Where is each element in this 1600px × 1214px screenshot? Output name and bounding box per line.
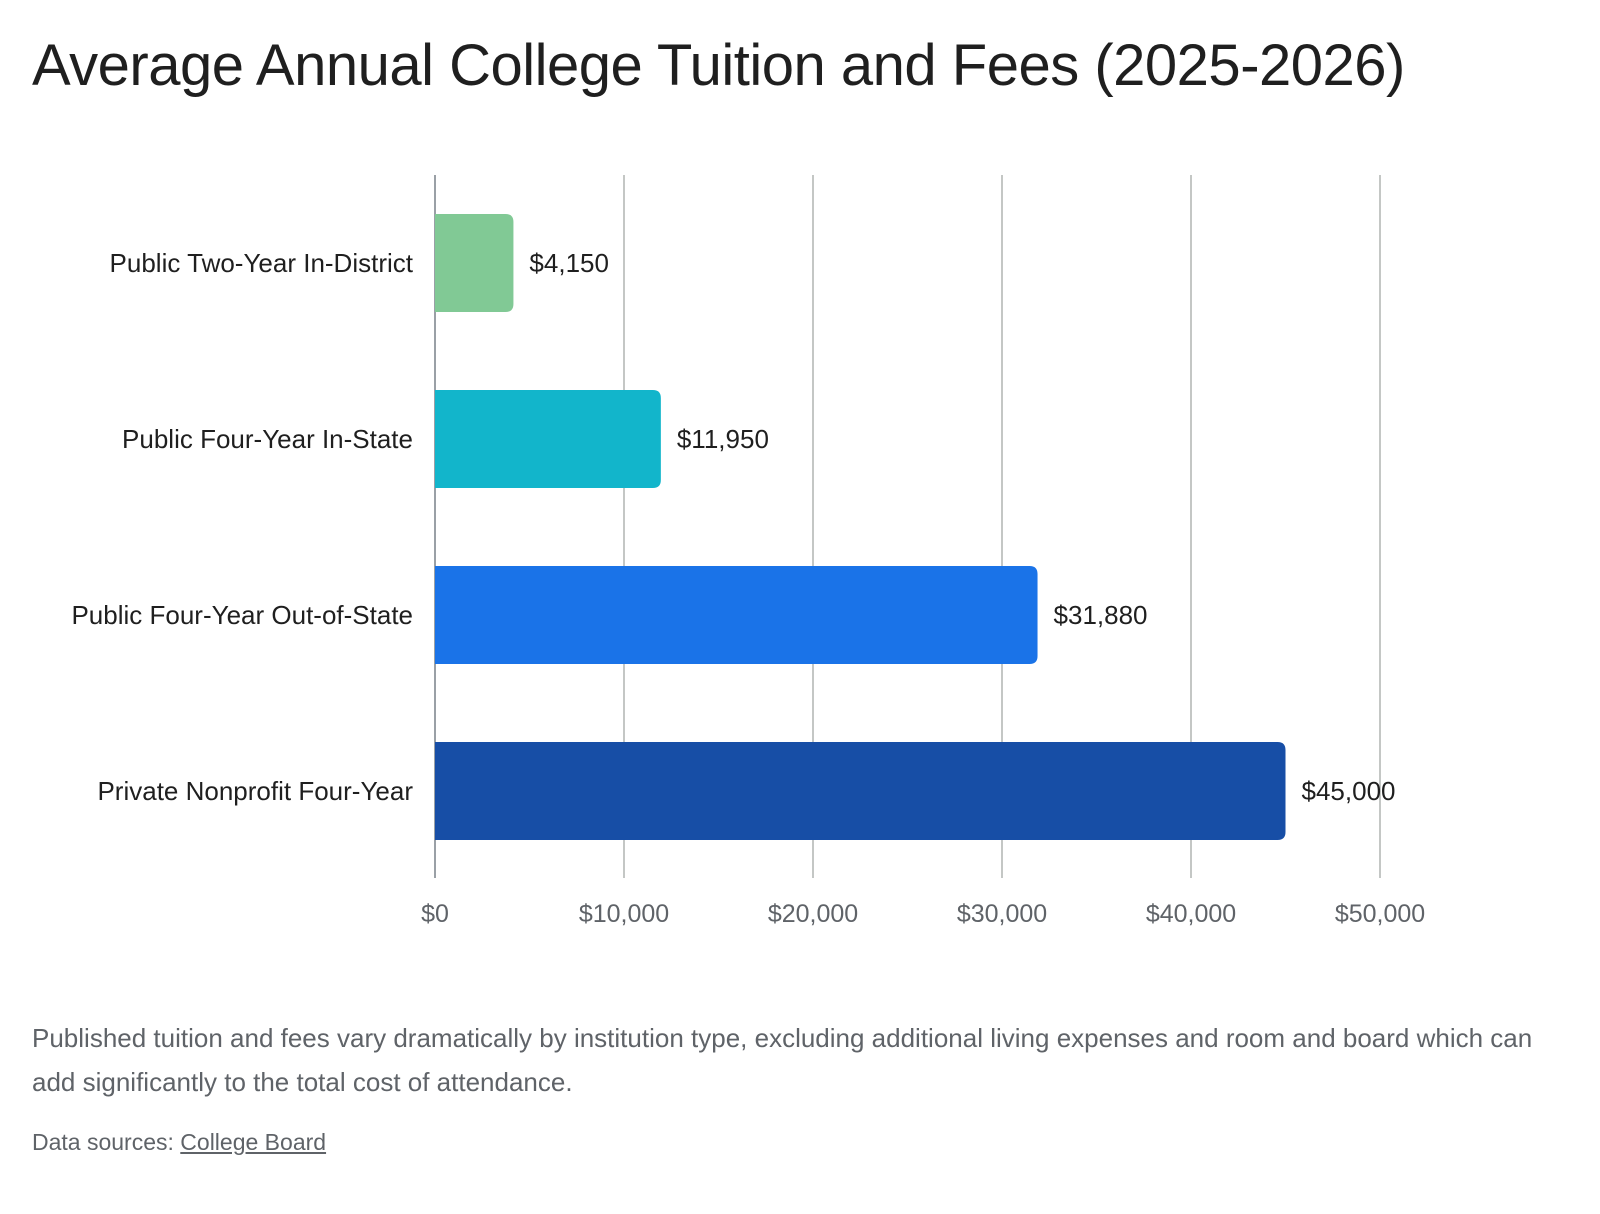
x-tick-label: $30,000 — [957, 900, 1047, 928]
chart-caption: Published tuition and fees vary dramatic… — [32, 1023, 1533, 1097]
bar-value-label: $4,150 — [529, 248, 609, 278]
x-tick-label: $20,000 — [768, 900, 858, 928]
category-label: Public Two-Year In-District — [110, 248, 414, 278]
bar-value-label: $45,000 — [1302, 776, 1396, 806]
data-sources: Data sources: College Board — [32, 1126, 326, 1158]
bar-chart: Public Two-Year In-District Public Four-Y… — [71, 175, 1425, 928]
x-tick-label: $50,000 — [1335, 900, 1425, 928]
bar — [435, 390, 661, 488]
bar — [435, 742, 1286, 840]
bar — [435, 214, 514, 312]
x-tick-label: $40,000 — [1146, 900, 1236, 928]
x-tick-label: $0 — [421, 900, 449, 928]
x-tick-label: $10,000 — [579, 900, 669, 928]
x-axis-tick-labels: $0 $10,000 $20,000 $30,000 $40,000 $50,000 — [421, 900, 1425, 928]
category-label: Public Four-Year Out-of-State — [71, 600, 413, 630]
bars — [435, 214, 1286, 840]
bar — [435, 566, 1038, 664]
bar-value-label: $11,950 — [677, 424, 769, 454]
category-label: Public Four-Year In-State — [122, 424, 413, 454]
chart-title: Average Annual College Tuition and Fees … — [32, 33, 1405, 98]
value-labels: $4,150 $11,950 $31,880 $45,000 — [529, 248, 1395, 806]
sources-prefix: Data sources: — [32, 1129, 174, 1155]
category-labels: Public Two-Year In-District Public Four-Y… — [71, 248, 413, 806]
bar-value-label: $31,880 — [1054, 600, 1148, 630]
category-label: Private Nonprofit Four-Year — [97, 776, 413, 806]
source-link-college-board[interactable]: College Board — [180, 1129, 327, 1155]
